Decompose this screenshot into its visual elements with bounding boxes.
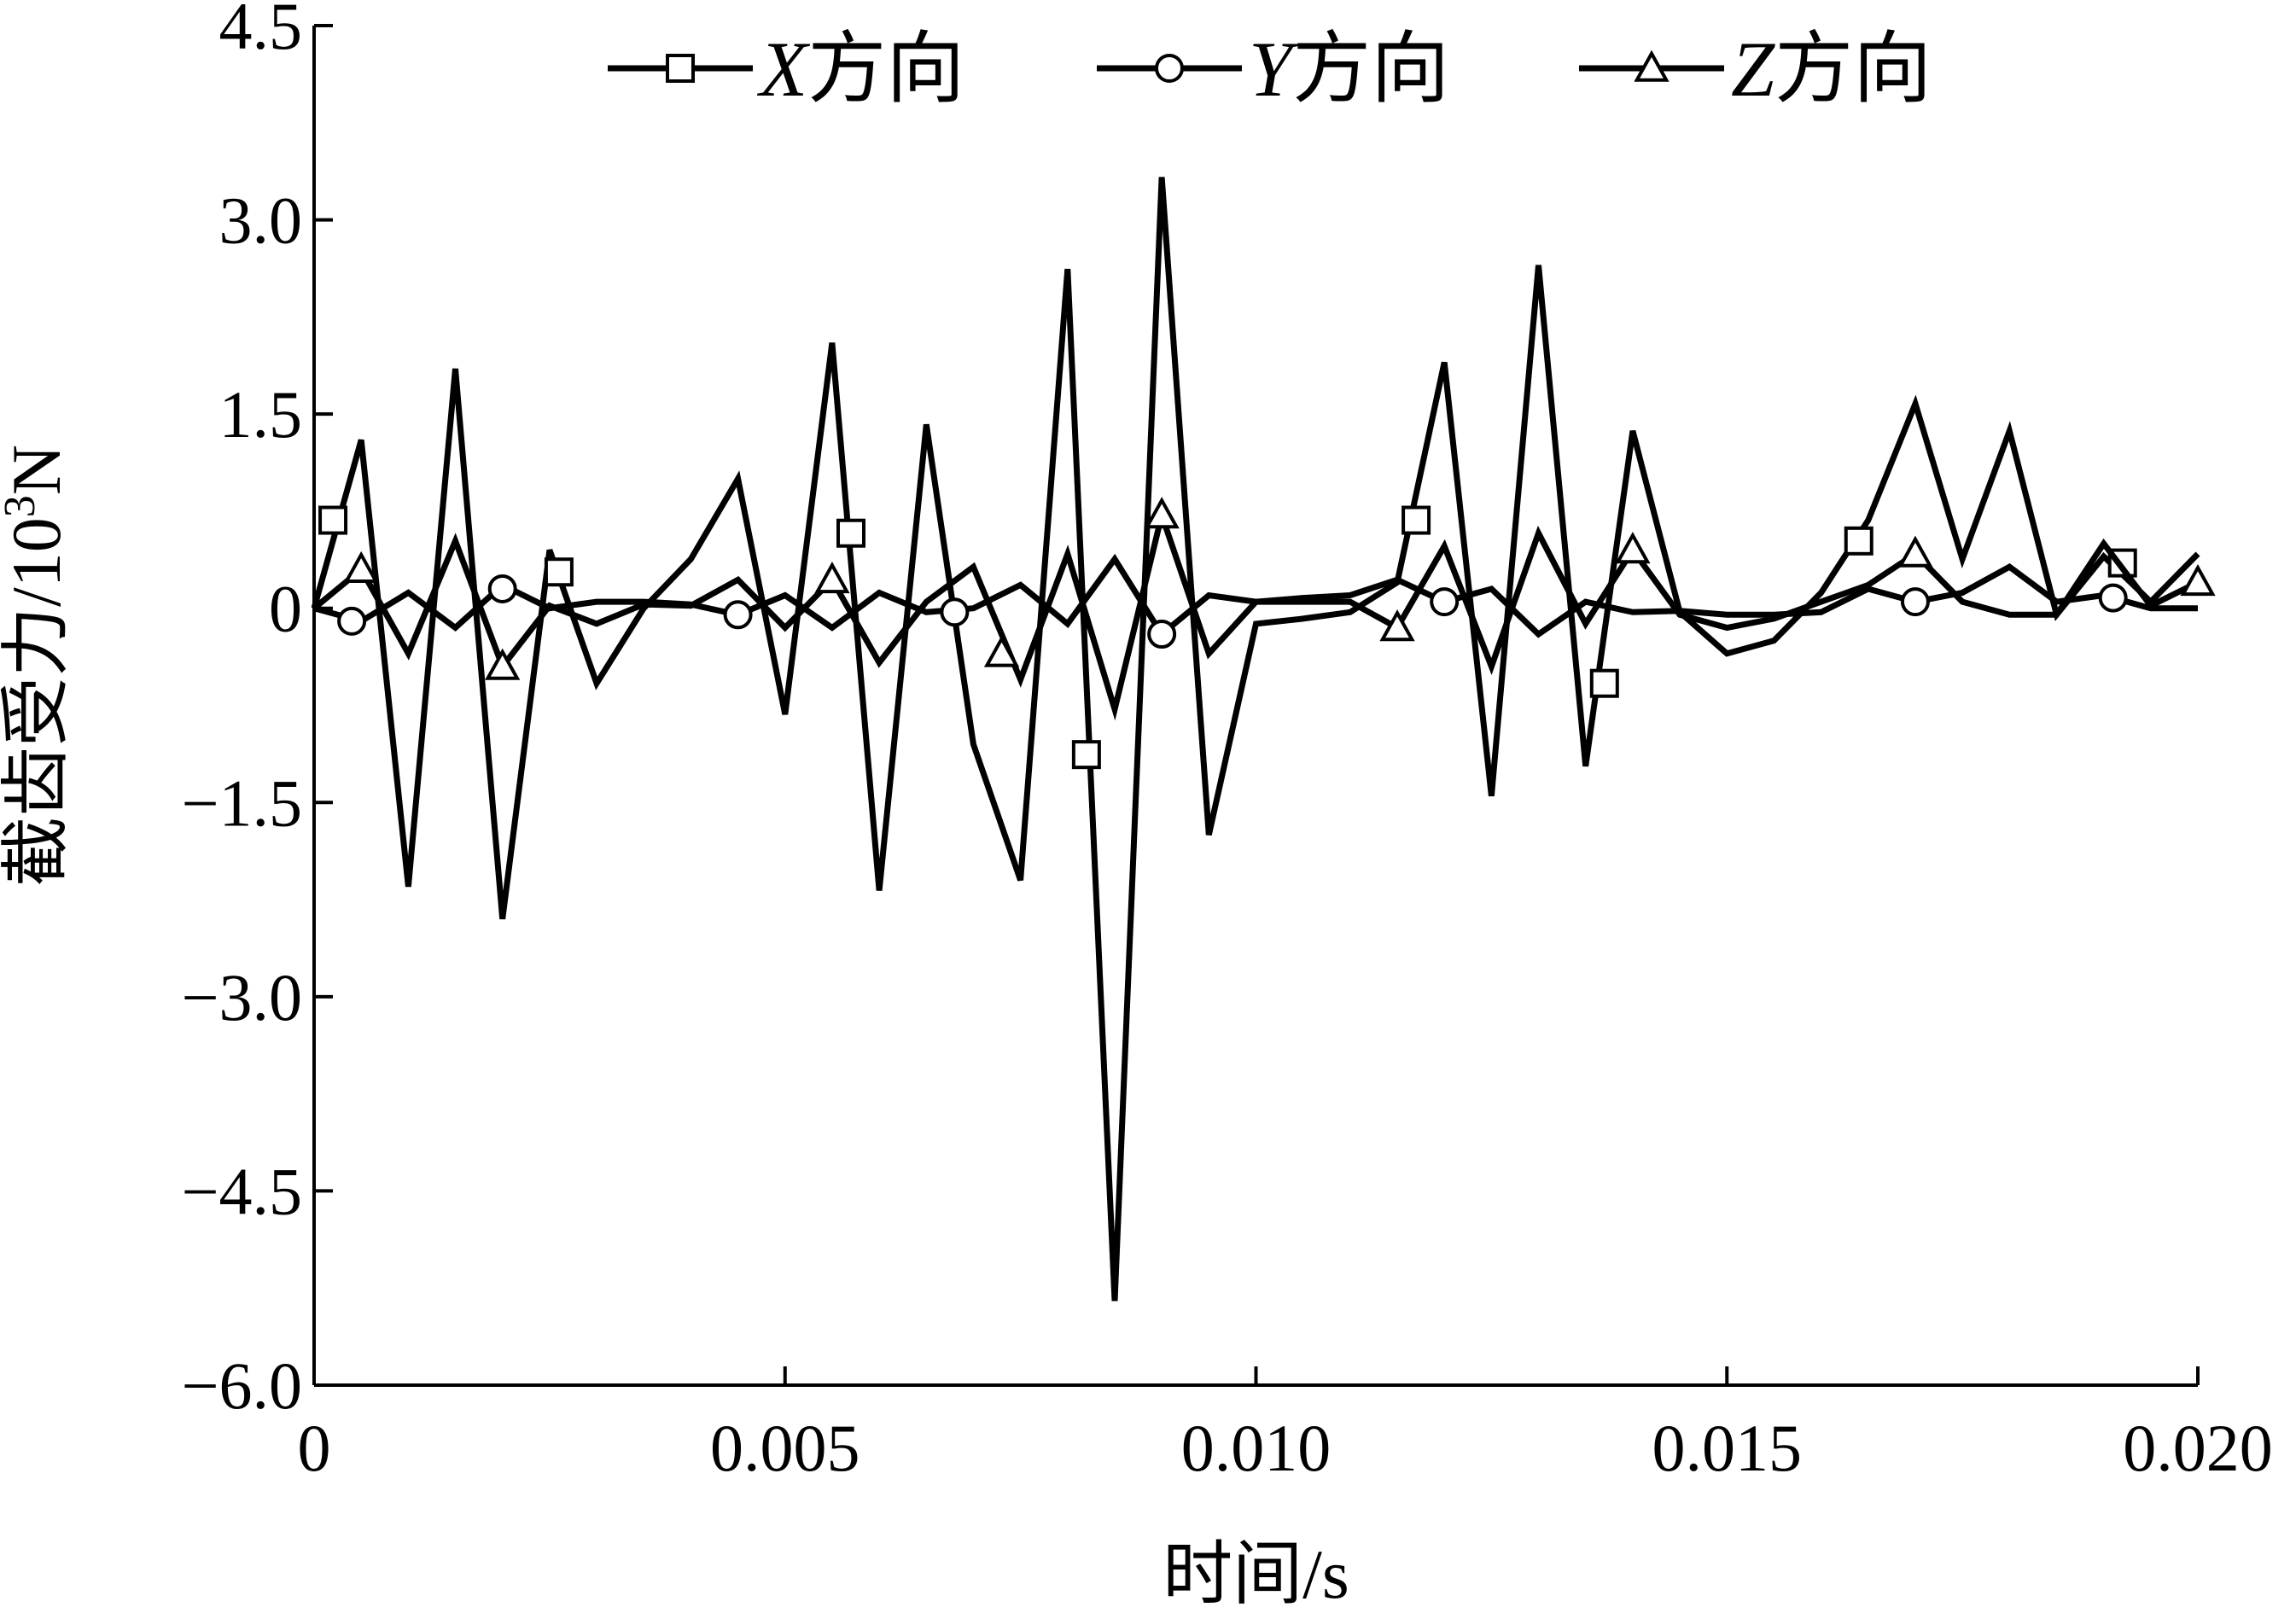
series-x: [311, 177, 2200, 1302]
data-point-z: [983, 635, 1020, 667]
x-tick-label: 0.015: [1652, 1411, 1803, 1485]
y-tick-label: 4.5: [219, 0, 303, 63]
axes: 4.53.01.50−1.5−3.0−4.5−6.00 0.005 0.010 0.0…: [182, 0, 2273, 1485]
data-point-y: [1900, 587, 1930, 617]
legend-item-x: X方向: [608, 26, 964, 113]
data-point-y: [337, 606, 367, 636]
legend-label: X方向: [756, 26, 964, 113]
y-tick-label: −1.5: [182, 766, 303, 840]
x-tick-label: 0.010: [1181, 1411, 1332, 1485]
data-point-x: [1844, 526, 1874, 556]
data-point-z: [1379, 609, 1415, 642]
legend-label: Y方向: [1249, 26, 1449, 113]
y-tick-label: 3.0: [219, 183, 303, 258]
series-line-x: [311, 177, 2200, 1302]
legend-marker: [1634, 50, 1670, 82]
data-point-x: [1401, 505, 1431, 535]
data-point-y: [2098, 583, 2128, 613]
legend-marker: [666, 54, 695, 83]
x-tick-label: 0.020: [2123, 1411, 2273, 1485]
y-tick-label: −6.0: [182, 1348, 303, 1423]
x-tick-label: 0: [298, 1411, 331, 1485]
series-line-z: [312, 504, 2200, 721]
axis-labels: 时间/s 截齿受力/103N: [0, 445, 1349, 1613]
data-point-z: [2180, 564, 2216, 597]
data-point-x: [318, 505, 348, 535]
data-point-y: [723, 600, 753, 630]
y-tick-label: −4.5: [182, 1154, 303, 1228]
data-point-z: [1144, 497, 1180, 529]
data-point-y: [940, 597, 970, 627]
data-point-x: [1071, 740, 1101, 770]
data-point-z: [343, 550, 379, 583]
legend-marker: [1155, 54, 1184, 83]
legend-label: Z方向: [1731, 26, 1932, 113]
data-point-y: [1430, 587, 1460, 617]
y-tick-label: −3.0: [182, 960, 303, 1034]
series-z: [312, 497, 2216, 721]
legend: X方向 Y方向 Z方向: [608, 26, 1932, 113]
legend-item-z: Z方向: [1579, 26, 1932, 113]
data-point-z: [814, 561, 850, 594]
y-tick-label: 1.5: [219, 377, 303, 451]
data-point-x: [836, 518, 865, 548]
data-point-y: [1147, 620, 1177, 649]
data-point-z: [1615, 532, 1651, 564]
x-tick-label: 0.005: [710, 1411, 860, 1485]
data-point-z: [485, 648, 521, 680]
data-point-y: [487, 574, 517, 603]
legend-item-y: Y方向: [1097, 26, 1449, 113]
data-point-x: [1589, 668, 1619, 698]
y-tick-label: 0: [269, 572, 302, 646]
data-point-x: [544, 557, 574, 587]
data-point-z: [1897, 535, 1933, 568]
x-axis-title: 时间/s: [1163, 1535, 1349, 1613]
y-axis-title: 截齿受力/103N: [0, 445, 75, 887]
series-layer: [311, 177, 2216, 1302]
